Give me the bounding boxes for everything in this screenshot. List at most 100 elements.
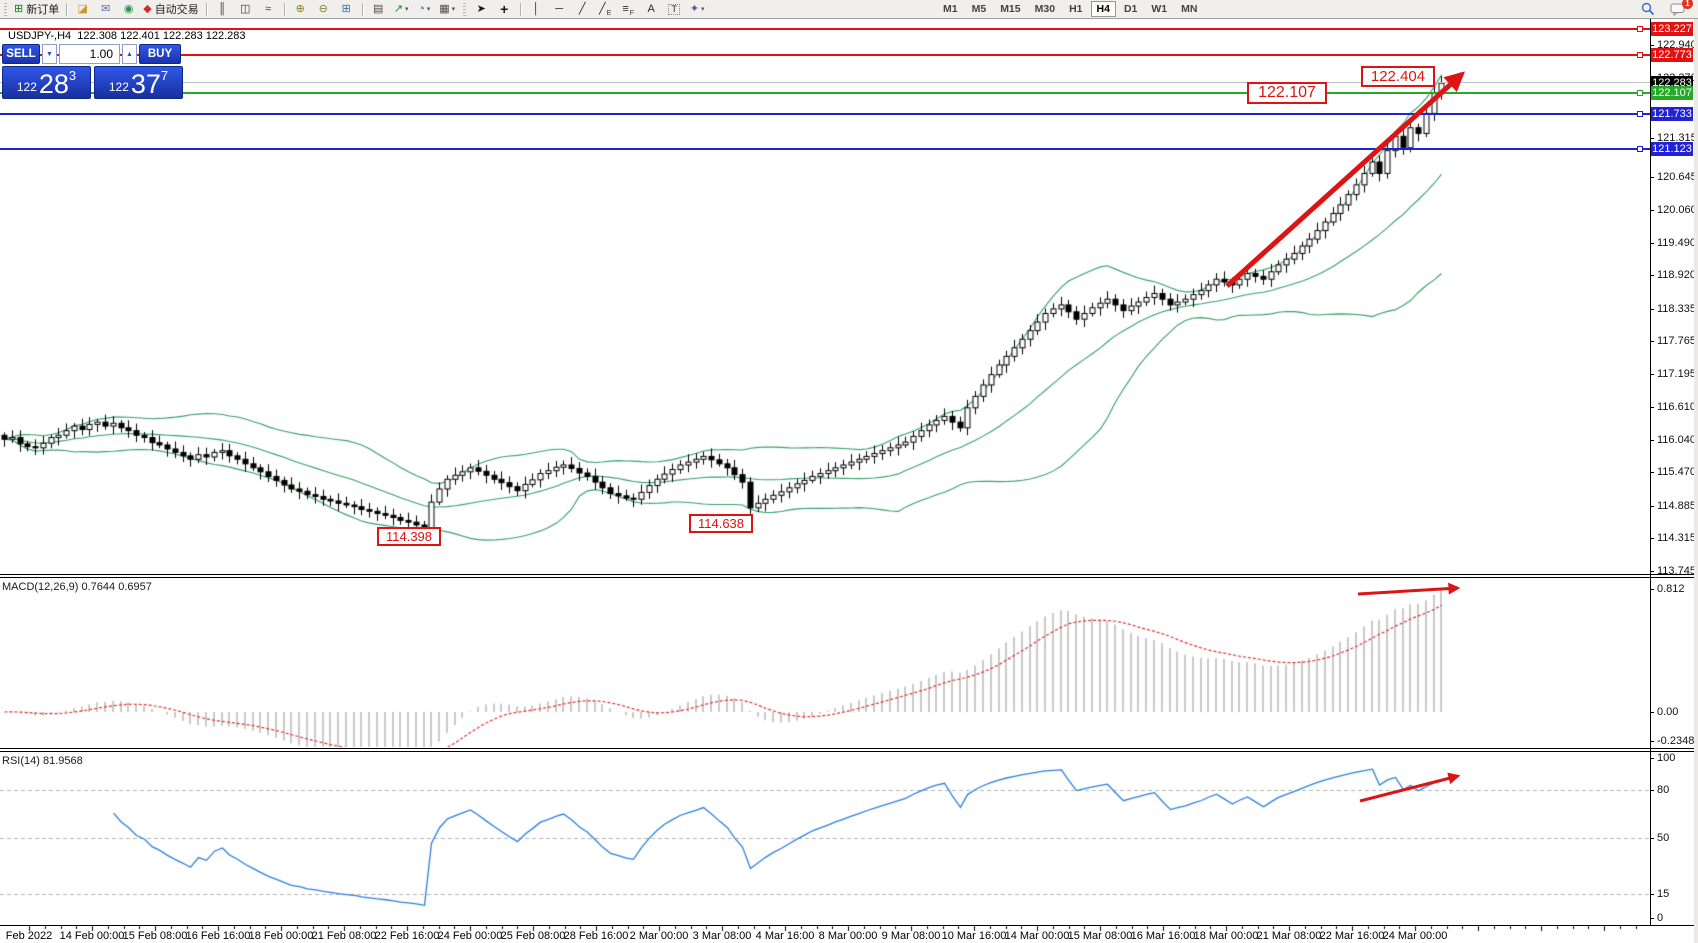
timeframe-m15-button[interactable]: M15 xyxy=(1000,3,1021,15)
trendline-button[interactable]: ╱ xyxy=(572,1,593,17)
price-tick-label: 117.195 xyxy=(1657,367,1696,380)
symbol-ohlc-line: USDJPY-,H4 122.308 122.401 122.283 122.2… xyxy=(8,30,246,42)
date-label: 16 Mar 16:00 xyxy=(1130,930,1196,942)
vertical-line-button[interactable]: │ xyxy=(526,1,547,17)
cursor-button[interactable]: ➤ xyxy=(471,1,492,17)
crosshair-button[interactable]: + xyxy=(494,1,515,17)
panel-separator[interactable] xyxy=(0,748,1698,749)
arrows-button[interactable]: ✦ ▾ xyxy=(687,1,708,17)
axis-tick-dash xyxy=(1650,838,1654,839)
candlestick-chart-button[interactable]: ◫ xyxy=(235,1,256,17)
price-tick-label: 113.745 xyxy=(1657,565,1696,577)
time-axis-line xyxy=(0,925,1698,926)
price-label-122404[interactable]: 122.404 xyxy=(1361,66,1435,87)
toolbar-sep xyxy=(283,2,285,16)
sell-price-big: 28 xyxy=(38,69,69,100)
date-label: 2 Mar 00:00 xyxy=(629,930,689,942)
chevron-down-icon[interactable]: ▾ xyxy=(405,6,409,13)
toolbar-grip[interactable] xyxy=(462,2,466,16)
line-handle[interactable] xyxy=(1637,26,1643,32)
price-tick-label: 121.315 xyxy=(1657,132,1697,145)
channel-button[interactable]: ╱ E xyxy=(595,1,616,17)
indicators-button[interactable]: ↗ ▾ xyxy=(391,1,412,17)
horizontal-line-button[interactable]: ─ xyxy=(549,1,570,17)
rsi-axis-label: 80 xyxy=(1657,784,1670,796)
level-line-122283[interactable] xyxy=(0,82,1650,83)
autotrade-button[interactable]: ◆ 自动交易 xyxy=(141,1,200,17)
macd-indicator-label: MACD(12,26,9) 0.7644 0.6957 xyxy=(2,581,152,593)
price-axis[interactable]: 122.940122.370121.315120.645120.060119.4… xyxy=(1650,0,1697,943)
text-button[interactable]: A xyxy=(641,1,662,17)
volume-increase-button[interactable]: ▲ xyxy=(122,44,137,64)
bar-chart-button[interactable]: ║ xyxy=(212,1,233,17)
level-line-121123[interactable] xyxy=(0,148,1650,150)
level-line-122773[interactable] xyxy=(0,54,1650,56)
sell-price-box[interactable]: 122 28 3 xyxy=(2,66,91,99)
level-line-121733[interactable] xyxy=(0,113,1650,115)
buy-button[interactable]: BUY xyxy=(139,44,181,64)
buy-price-big: 37 xyxy=(130,69,161,100)
eraser-icon: ◪ xyxy=(77,2,88,15)
level-line-123227[interactable] xyxy=(0,28,1650,30)
macd-axis-label: 0.00 xyxy=(1657,706,1679,718)
axis-tick-dash xyxy=(1650,712,1654,713)
timeframe-m1-button[interactable]: M1 xyxy=(943,3,958,15)
cursor-icon: ➤ xyxy=(476,2,486,15)
templates-button[interactable]: ▦ ▾ xyxy=(437,1,458,17)
date-label: 16 Feb 16:00 xyxy=(185,930,251,942)
chevron-down-icon[interactable]: ▾ xyxy=(701,6,705,13)
timeframe-w1-button[interactable]: W1 xyxy=(1151,3,1168,15)
line-handle[interactable] xyxy=(1637,90,1643,96)
macd-signal-value: 0.6957 xyxy=(118,581,152,593)
sell-price-prefix: 122 xyxy=(16,80,37,94)
sell-button[interactable]: SELL xyxy=(2,44,40,64)
fibonacci-button[interactable]: ≡ F xyxy=(618,1,639,17)
periods-button[interactable]: ◔ ▾ xyxy=(414,1,435,17)
tile-windows-button[interactable]: ⊞ xyxy=(336,1,357,17)
chevron-down-icon[interactable]: ▾ xyxy=(426,6,431,13)
macd-axis-label: 0.812 xyxy=(1657,583,1685,595)
timeframe-d1-button[interactable]: D1 xyxy=(1123,3,1138,15)
volume-decrease-button[interactable]: ▼ xyxy=(42,44,57,64)
line-handle[interactable] xyxy=(1637,111,1643,117)
timeframe-m30-button[interactable]: M30 xyxy=(1034,3,1056,15)
price-label-114398[interactable]: 114.398 xyxy=(377,527,441,546)
mailbox-button[interactable]: ✉ xyxy=(95,1,116,17)
line-chart-icon: ≈ xyxy=(265,2,272,15)
zoom-out-button[interactable]: ⊖ xyxy=(313,1,334,17)
axis-tick-dash xyxy=(1650,309,1654,310)
toolbar-grip[interactable] xyxy=(4,2,7,16)
text-label-icon: T xyxy=(668,3,680,15)
level-line-122107[interactable] xyxy=(0,92,1650,94)
chevron-down-icon[interactable]: ▾ xyxy=(451,6,456,13)
timeframe-h1-button[interactable]: H1 xyxy=(1069,3,1083,15)
line-chart-button[interactable]: ≈ xyxy=(258,1,279,17)
axis-tick-dash xyxy=(1650,45,1654,46)
zoom-in-button[interactable]: ⊕ xyxy=(290,1,311,17)
data-window-button[interactable]: ▤ xyxy=(368,1,389,17)
text-label-button[interactable]: T xyxy=(664,1,685,17)
price-label-114638[interactable]: 114.638 xyxy=(689,514,753,533)
zoom-in-icon: ⊕ xyxy=(295,2,305,15)
timeframe-m5-button[interactable]: M5 xyxy=(971,3,987,15)
axis-tick-dash xyxy=(1650,538,1654,539)
timeframe-mn-button[interactable]: MN xyxy=(1181,3,1198,15)
search-button[interactable] xyxy=(1637,1,1658,17)
price-tick-label: 120.060 xyxy=(1657,204,1697,217)
line-handle[interactable] xyxy=(1637,146,1643,152)
notifications-button[interactable]: 1 xyxy=(1667,0,1693,17)
time-axis[interactable]: Feb 2022 14 Feb 00:00 15 Feb 08:00 16 Feb 1… xyxy=(0,926,1650,943)
signal-button[interactable]: ◉ xyxy=(118,1,139,17)
panel-separator[interactable] xyxy=(0,574,1698,575)
volume-input[interactable]: 1.00 xyxy=(59,44,120,64)
axis-tick-dash xyxy=(1650,210,1654,211)
line-handle[interactable] xyxy=(1637,52,1643,58)
timeframe-h4-button[interactable]: H4 xyxy=(1090,1,1116,17)
buy-price-box[interactable]: 122 37 7 xyxy=(94,66,183,99)
new-order-button[interactable]: ⊞ 新订单 xyxy=(12,1,61,17)
autotrade-button-label: 自动交易 xyxy=(154,4,199,16)
price-label-122107[interactable]: 122.107 xyxy=(1247,82,1327,104)
buy-price-sup: 7 xyxy=(160,68,169,83)
eraser-button[interactable]: ◪ xyxy=(72,1,93,17)
